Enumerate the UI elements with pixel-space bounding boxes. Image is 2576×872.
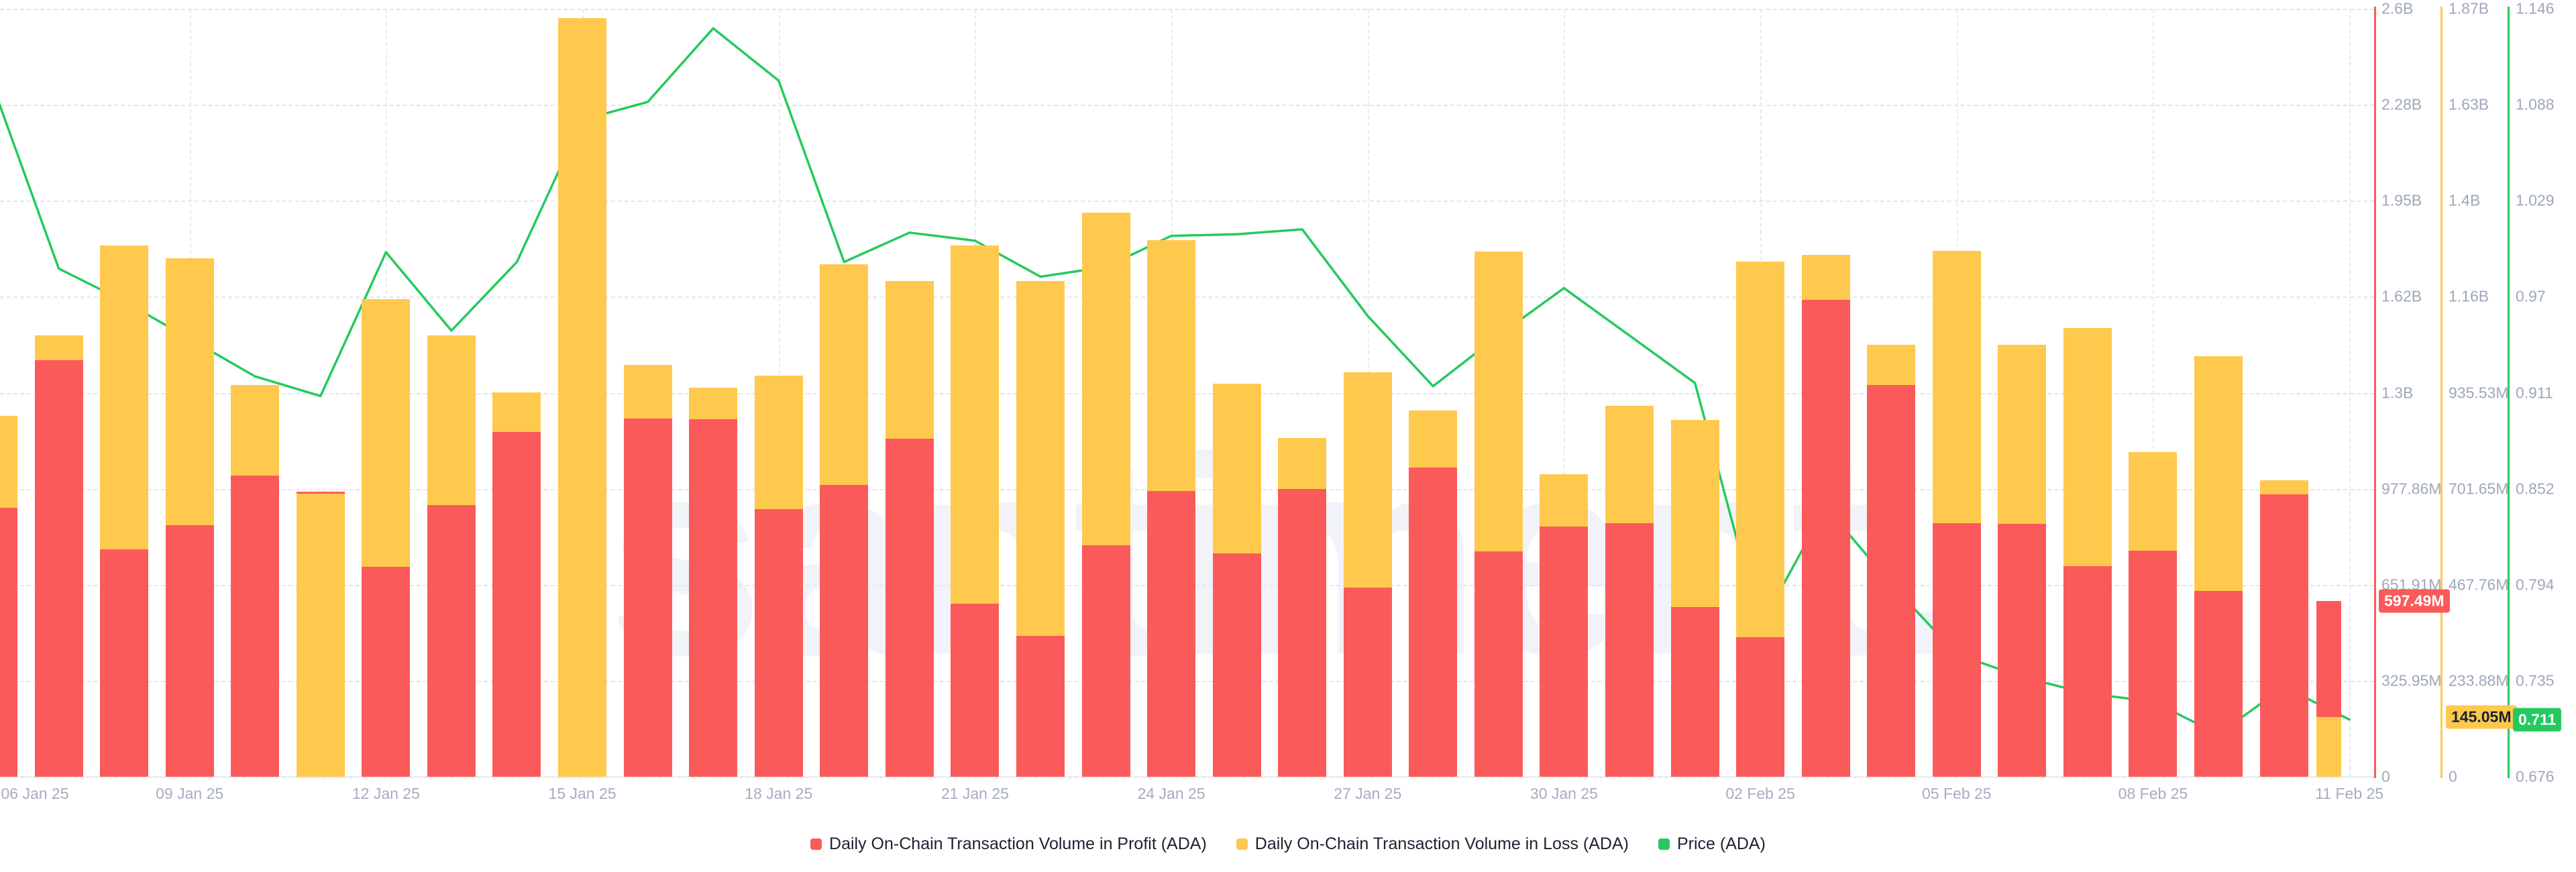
profit-bar[interactable] bbox=[0, 508, 17, 777]
price-axis-tick-label: 0.911 bbox=[2516, 384, 2553, 401]
price-axis-tick-label: 0.676 bbox=[2516, 767, 2555, 785]
profit-bar[interactable] bbox=[1867, 385, 1916, 777]
loss-axis-tick-label: 935.53M bbox=[2449, 384, 2509, 401]
profit-bar[interactable] bbox=[1736, 637, 1785, 777]
date-tick-label: 24 Jan 25 bbox=[1137, 785, 1205, 802]
legend-swatch bbox=[810, 838, 822, 850]
x-axis-baseline bbox=[0, 776, 2374, 777]
profit-bar[interactable] bbox=[1801, 300, 1850, 777]
profit-axis-tick-label: 325.95M bbox=[2381, 671, 2442, 690]
profit-axis-tick-label: 1.95B bbox=[2381, 191, 2422, 209]
profit-bar[interactable] bbox=[820, 485, 869, 777]
profit-bar[interactable] bbox=[1278, 489, 1327, 777]
loss-axis-tick-label: 701.65M bbox=[2449, 480, 2509, 498]
date-tick-label: 08 Feb 25 bbox=[2118, 785, 2188, 802]
loss-axis-line bbox=[2440, 7, 2443, 778]
profit-bar[interactable] bbox=[100, 549, 149, 777]
profit-bar[interactable] bbox=[362, 566, 411, 777]
profit-bar[interactable] bbox=[1670, 607, 1719, 777]
loss-axis-tick-label: 1.63B bbox=[2449, 95, 2489, 113]
date-tick-label: 02 Feb 25 bbox=[1725, 785, 1795, 802]
loss-axis-tick-label: 233.88M bbox=[2449, 671, 2509, 690]
price-axis-tick-label: 0.97 bbox=[2516, 287, 2546, 305]
profit-bar[interactable] bbox=[885, 439, 934, 777]
date-tick-label: 09 Jan 25 bbox=[156, 785, 224, 802]
profit-bar[interactable] bbox=[2063, 566, 2112, 777]
profit-bar[interactable] bbox=[951, 603, 1000, 777]
profit-axis-tick-label: 2.28B bbox=[2381, 95, 2422, 113]
loss-axis-tick-label: 0 bbox=[2449, 767, 2457, 785]
loss-bar[interactable] bbox=[558, 17, 607, 777]
profit-bar[interactable] bbox=[1932, 523, 1981, 777]
profit-bar[interactable] bbox=[1540, 527, 1589, 777]
loss-axis-tick-label: 1.87B bbox=[2449, 0, 2489, 17]
loss-last-value-badge: 145.05M bbox=[2446, 705, 2517, 729]
profit-bar[interactable] bbox=[1605, 523, 1654, 777]
date-tick-label: 21 Jan 25 bbox=[941, 785, 1009, 802]
legend-item-loss[interactable]: Daily On-Chain Transaction Volume in Los… bbox=[1236, 834, 1629, 854]
profit-bar[interactable] bbox=[427, 505, 476, 777]
legend-item-price[interactable]: Price (ADA) bbox=[1658, 834, 1766, 854]
profit-bar[interactable] bbox=[1343, 587, 1392, 777]
profit-bar[interactable] bbox=[2259, 494, 2308, 777]
profit-axis-tick-label: 0 bbox=[2381, 767, 2390, 785]
legend-swatch bbox=[1236, 838, 1248, 850]
profit-bar[interactable] bbox=[34, 360, 83, 777]
date-tick-label: 05 Feb 25 bbox=[1922, 785, 1992, 802]
profit-axis-tick-label: 977.86M bbox=[2381, 480, 2442, 498]
profit-bar[interactable] bbox=[2129, 551, 2178, 777]
legend-label: Daily On-Chain Transaction Volume in Pro… bbox=[829, 834, 1207, 853]
date-tick-label: 30 Jan 25 bbox=[1529, 785, 1598, 802]
profit-bar[interactable] bbox=[1147, 491, 1196, 777]
date-tick-label: 12 Jan 25 bbox=[352, 785, 420, 802]
profit-bar[interactable] bbox=[1081, 545, 1130, 777]
h-gridline bbox=[0, 9, 2374, 10]
price-last-value-badge: 0.711 bbox=[2513, 708, 2562, 732]
profit-bar[interactable] bbox=[165, 525, 214, 777]
legend-label: Price (ADA) bbox=[1676, 834, 1766, 853]
price-axis-tick-label: 0.794 bbox=[2516, 576, 2555, 594]
price-axis-tick-label: 1.029 bbox=[2516, 191, 2555, 209]
profit-bar[interactable] bbox=[1998, 524, 2047, 777]
date-tick-label: 18 Jan 25 bbox=[745, 785, 813, 802]
price-axis-tick-label: 0.852 bbox=[2516, 480, 2555, 498]
profit-bar[interactable] bbox=[1016, 635, 1065, 777]
legend-swatch bbox=[1658, 838, 1670, 850]
date-tick-label: 27 Jan 25 bbox=[1334, 785, 1402, 802]
profit-bar[interactable] bbox=[1212, 553, 1261, 777]
profit-bar[interactable] bbox=[2194, 590, 2243, 777]
profit-bar[interactable] bbox=[1474, 551, 1523, 777]
loss-axis-tick-label: 1.16B bbox=[2449, 287, 2489, 305]
profit-bar[interactable] bbox=[231, 476, 280, 777]
price-axis-line bbox=[2508, 7, 2510, 778]
legend-item-profit[interactable]: Daily On-Chain Transaction Volume in Pro… bbox=[810, 834, 1207, 854]
price-axis-tick-label: 1.146 bbox=[2516, 0, 2555, 17]
profit-bar[interactable] bbox=[492, 432, 541, 777]
price-axis-tick-label: 1.088 bbox=[2516, 95, 2555, 113]
profit-bar[interactable] bbox=[754, 509, 803, 777]
profit-bar[interactable] bbox=[1409, 467, 1458, 777]
legend-label: Daily On-Chain Transaction Volume in Los… bbox=[1254, 834, 1629, 853]
profit-axis-tick-label: 2.6B bbox=[2381, 0, 2414, 17]
profit-bar[interactable] bbox=[689, 419, 738, 777]
profit-axis-tick-label: 1.62B bbox=[2381, 287, 2422, 305]
date-tick-label: 11 Feb 25 bbox=[2315, 785, 2384, 802]
date-tick-label: 06 Jan 25 bbox=[1, 785, 69, 802]
loss-axis-tick-label: 467.76M bbox=[2449, 576, 2509, 594]
profit-last-value-badge: 597.49M bbox=[2379, 589, 2450, 613]
date-tick-label: 15 Jan 25 bbox=[548, 785, 616, 802]
loss-bar[interactable] bbox=[2316, 717, 2342, 777]
price-axis-tick-label: 0.735 bbox=[2516, 671, 2555, 690]
h-gridline bbox=[0, 777, 2374, 778]
loss-axis-tick-label: 1.4B bbox=[2449, 191, 2481, 209]
legend: Daily On-Chain Transaction Volume in Pro… bbox=[0, 834, 2576, 854]
loss-bar[interactable] bbox=[296, 494, 345, 777]
profit-axis-line bbox=[2374, 7, 2376, 778]
profit-bar[interactable] bbox=[623, 418, 672, 777]
profit-axis-tick-label: 1.3B bbox=[2381, 384, 2414, 401]
